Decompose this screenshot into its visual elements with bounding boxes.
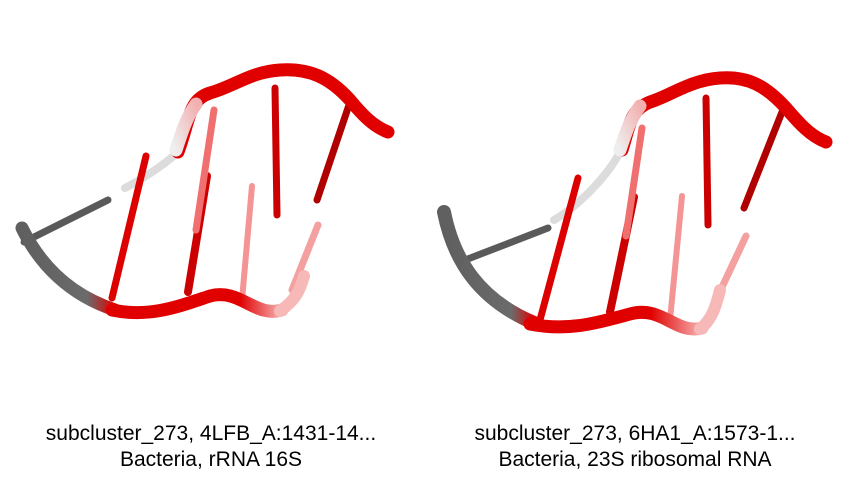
- structure-panel-left: subcluster_273, 4LFB_A:1431-14... Bacter…: [0, 0, 430, 480]
- base-pair-4: [242, 186, 252, 300]
- base-pair-grey: [460, 228, 548, 262]
- base-pair-6: [317, 102, 350, 200]
- backbone-lower-fade: [700, 290, 720, 329]
- backbone-lower-grey: [444, 212, 534, 323]
- rna-structure-render-right: [430, 0, 860, 400]
- caption-subtitle: Bacteria, 23S ribosomal RNA: [420, 447, 850, 473]
- base-pair-grey: [24, 200, 108, 242]
- base-pair-1: [112, 156, 146, 298]
- caption-title: subcluster_273, 4LFB_A:1431-14...: [0, 421, 426, 447]
- base-pair-5: [706, 98, 708, 225]
- caption-subtitle: Bacteria, rRNA 16S: [0, 447, 426, 473]
- backbone-lower-grey: [22, 228, 115, 310]
- structure-caption-right: subcluster_273, 6HA1_A:1573-1... Bacteri…: [420, 421, 850, 473]
- rna-structure-render-left: [0, 0, 430, 400]
- base-pair-5: [275, 88, 277, 215]
- backbone-lower-red: [530, 312, 702, 329]
- back-strand-faded: [125, 150, 180, 188]
- base-pair-4: [670, 196, 682, 320]
- back-strand-faded: [554, 152, 620, 220]
- backbone-upper: [622, 78, 826, 150]
- base-pair-1: [540, 178, 578, 320]
- caption-title: subcluster_273, 6HA1_A:1573-1...: [420, 421, 850, 447]
- backbone-lower-red: [112, 295, 282, 313]
- structure-panel-right: subcluster_273, 6HA1_A:1573-1... Bacteri…: [430, 0, 860, 480]
- structure-caption-left: subcluster_273, 4LFB_A:1431-14... Bacter…: [0, 421, 426, 473]
- base-pair-6: [744, 112, 782, 208]
